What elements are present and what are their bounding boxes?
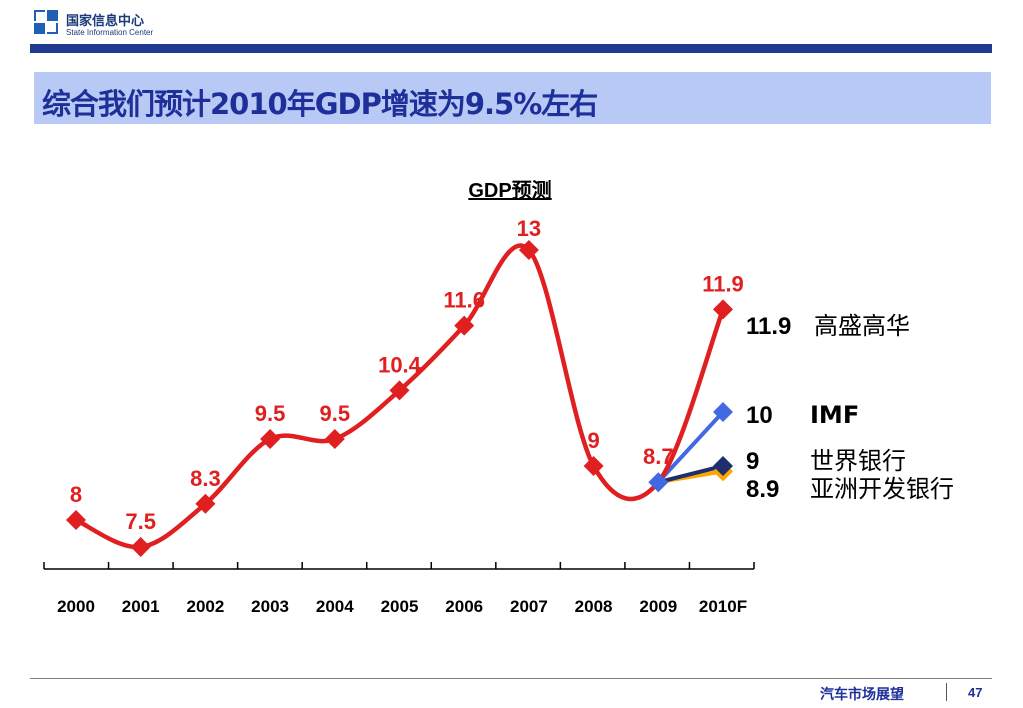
data-label: 13 — [517, 216, 541, 241]
data-point — [66, 510, 86, 530]
data-point — [130, 537, 151, 557]
data-point — [324, 429, 345, 449]
data-label: 11.6 — [443, 288, 485, 313]
data-point — [713, 402, 733, 422]
chart-title: GDP预测 — [468, 179, 551, 202]
data-point — [583, 456, 604, 476]
x-tick-label: 2009 — [639, 597, 677, 616]
x-tick-label: 2004 — [316, 597, 354, 616]
data-point — [454, 315, 475, 336]
forecast-label: 10 IMF — [746, 401, 859, 429]
data-label: 9.5 — [320, 401, 351, 426]
org-name-en: State Information Center — [66, 28, 154, 37]
x-tick-label: 2003 — [251, 597, 289, 616]
x-tick-label: 2006 — [445, 597, 483, 616]
data-label: 8.7 — [643, 444, 674, 469]
data-point — [389, 380, 410, 401]
forecast-line — [656, 410, 725, 485]
data-point — [713, 456, 733, 476]
data-label: 9.5 — [255, 401, 286, 426]
data-point — [648, 472, 669, 493]
footer-divider — [30, 678, 992, 679]
logo-icon — [34, 10, 58, 34]
x-tick-label: 2005 — [381, 597, 419, 616]
slide-title-bar: 综合我们预计2010年GDP增速为9.5%左右 — [34, 72, 991, 124]
slide-title: 综合我们预计2010年GDP增速为9.5%左右 — [42, 87, 598, 121]
forecast-label: 11.9 高盛高华 — [746, 312, 910, 340]
data-label: 9 — [587, 428, 599, 453]
org-name-cn: 国家信息中心 — [66, 14, 145, 29]
forecast-label: 8.9 亚洲开发银行 — [746, 475, 954, 503]
x-tick-label: 2010F — [699, 597, 747, 616]
top-bar — [30, 44, 992, 53]
data-point — [195, 493, 216, 514]
data-point — [518, 240, 539, 260]
x-tick-label: 2000 — [57, 597, 95, 616]
footer-section: 汽车市场展望 — [820, 687, 904, 703]
data-point — [260, 429, 281, 449]
data-point — [713, 299, 733, 320]
data-label: 8.3 — [190, 466, 221, 491]
x-tick-label: 2002 — [186, 597, 224, 616]
footer-separator — [946, 683, 947, 701]
data-label: 10.4 — [378, 352, 422, 377]
forecast-label: 9 世界银行 — [746, 447, 906, 475]
data-label: 7.5 — [125, 509, 156, 534]
page-number: 47 — [968, 685, 983, 700]
x-tick-label: 2007 — [510, 597, 548, 616]
forecast-line — [656, 464, 725, 485]
x-tick-label: 2001 — [122, 597, 160, 616]
data-label: 11.9 — [702, 271, 744, 296]
data-label: 8 — [70, 482, 82, 507]
x-tick-label: 2008 — [575, 597, 613, 616]
